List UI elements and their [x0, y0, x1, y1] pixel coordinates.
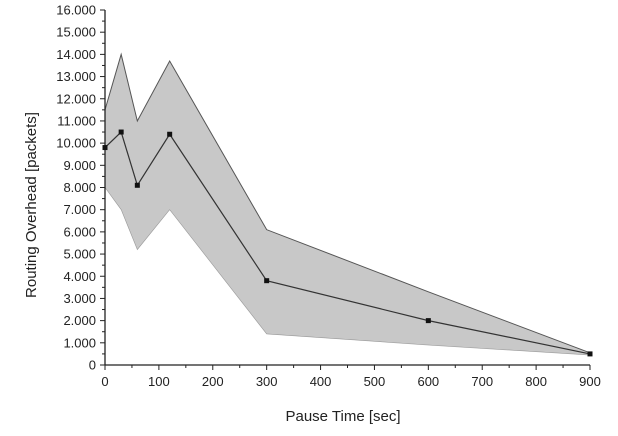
data-point-marker [167, 131, 173, 137]
x-tick-label: 100 [148, 374, 170, 389]
y-tick-label: 6.000 [63, 224, 96, 239]
y-tick-label: 12.000 [56, 91, 96, 106]
data-point-marker [134, 182, 140, 188]
y-tick-label: 14.000 [56, 47, 96, 62]
y-tick-label: 0 [89, 358, 96, 373]
x-tick-label: 200 [202, 374, 224, 389]
x-tick-label: 900 [579, 374, 601, 389]
y-tick-label: 11.000 [57, 113, 96, 128]
x-tick-label: 0 [101, 374, 108, 389]
data-point-marker [264, 278, 270, 284]
data-point-marker [102, 145, 108, 151]
x-axis-title: Pause Time [sec] [285, 408, 400, 425]
y-tick-label: 1.000 [63, 335, 96, 350]
series-layer [102, 129, 593, 357]
x-tick-label: 800 [525, 374, 547, 389]
y-axis-title: Routing Overhead [packets] [23, 112, 40, 298]
x-tick-label: 500 [364, 374, 386, 389]
x-axis-ticks: 0 100 200 300 400 500 600 700 800 900 [101, 365, 601, 389]
y-tick-label: 7.000 [63, 202, 96, 217]
x-tick-label: 600 [417, 374, 439, 389]
y-tick-label: 13.000 [56, 69, 96, 84]
data-point-marker [425, 318, 431, 324]
y-tick-label: 2.000 [63, 313, 96, 328]
band-upper-edge [104, 52, 591, 354]
y-axis-ticks: 0 1.000 2.000 3.000 4.000 5.000 6.000 7.000 8.00… [56, 3, 105, 373]
confidence-band-layer [104, 52, 591, 356]
confidence-band [105, 54, 590, 356]
y-tick-label: 5.000 [63, 247, 96, 262]
y-tick-label: 16.000 [56, 3, 96, 18]
x-tick-label: 400 [310, 374, 332, 389]
y-tick-label: 10.000 [56, 136, 96, 151]
y-tick-label: 4.000 [63, 269, 96, 284]
y-tick-label: 15.000 [56, 25, 96, 40]
band-lower-edge [104, 187, 591, 356]
y-tick-label: 9.000 [63, 158, 96, 173]
y-tick-label: 8.000 [63, 180, 96, 195]
x-tick-label: 700 [471, 374, 493, 389]
x-tick-label: 300 [256, 374, 278, 389]
data-point-marker [587, 351, 593, 357]
data-point-marker [118, 129, 124, 135]
y-tick-label: 3.000 [63, 291, 96, 306]
